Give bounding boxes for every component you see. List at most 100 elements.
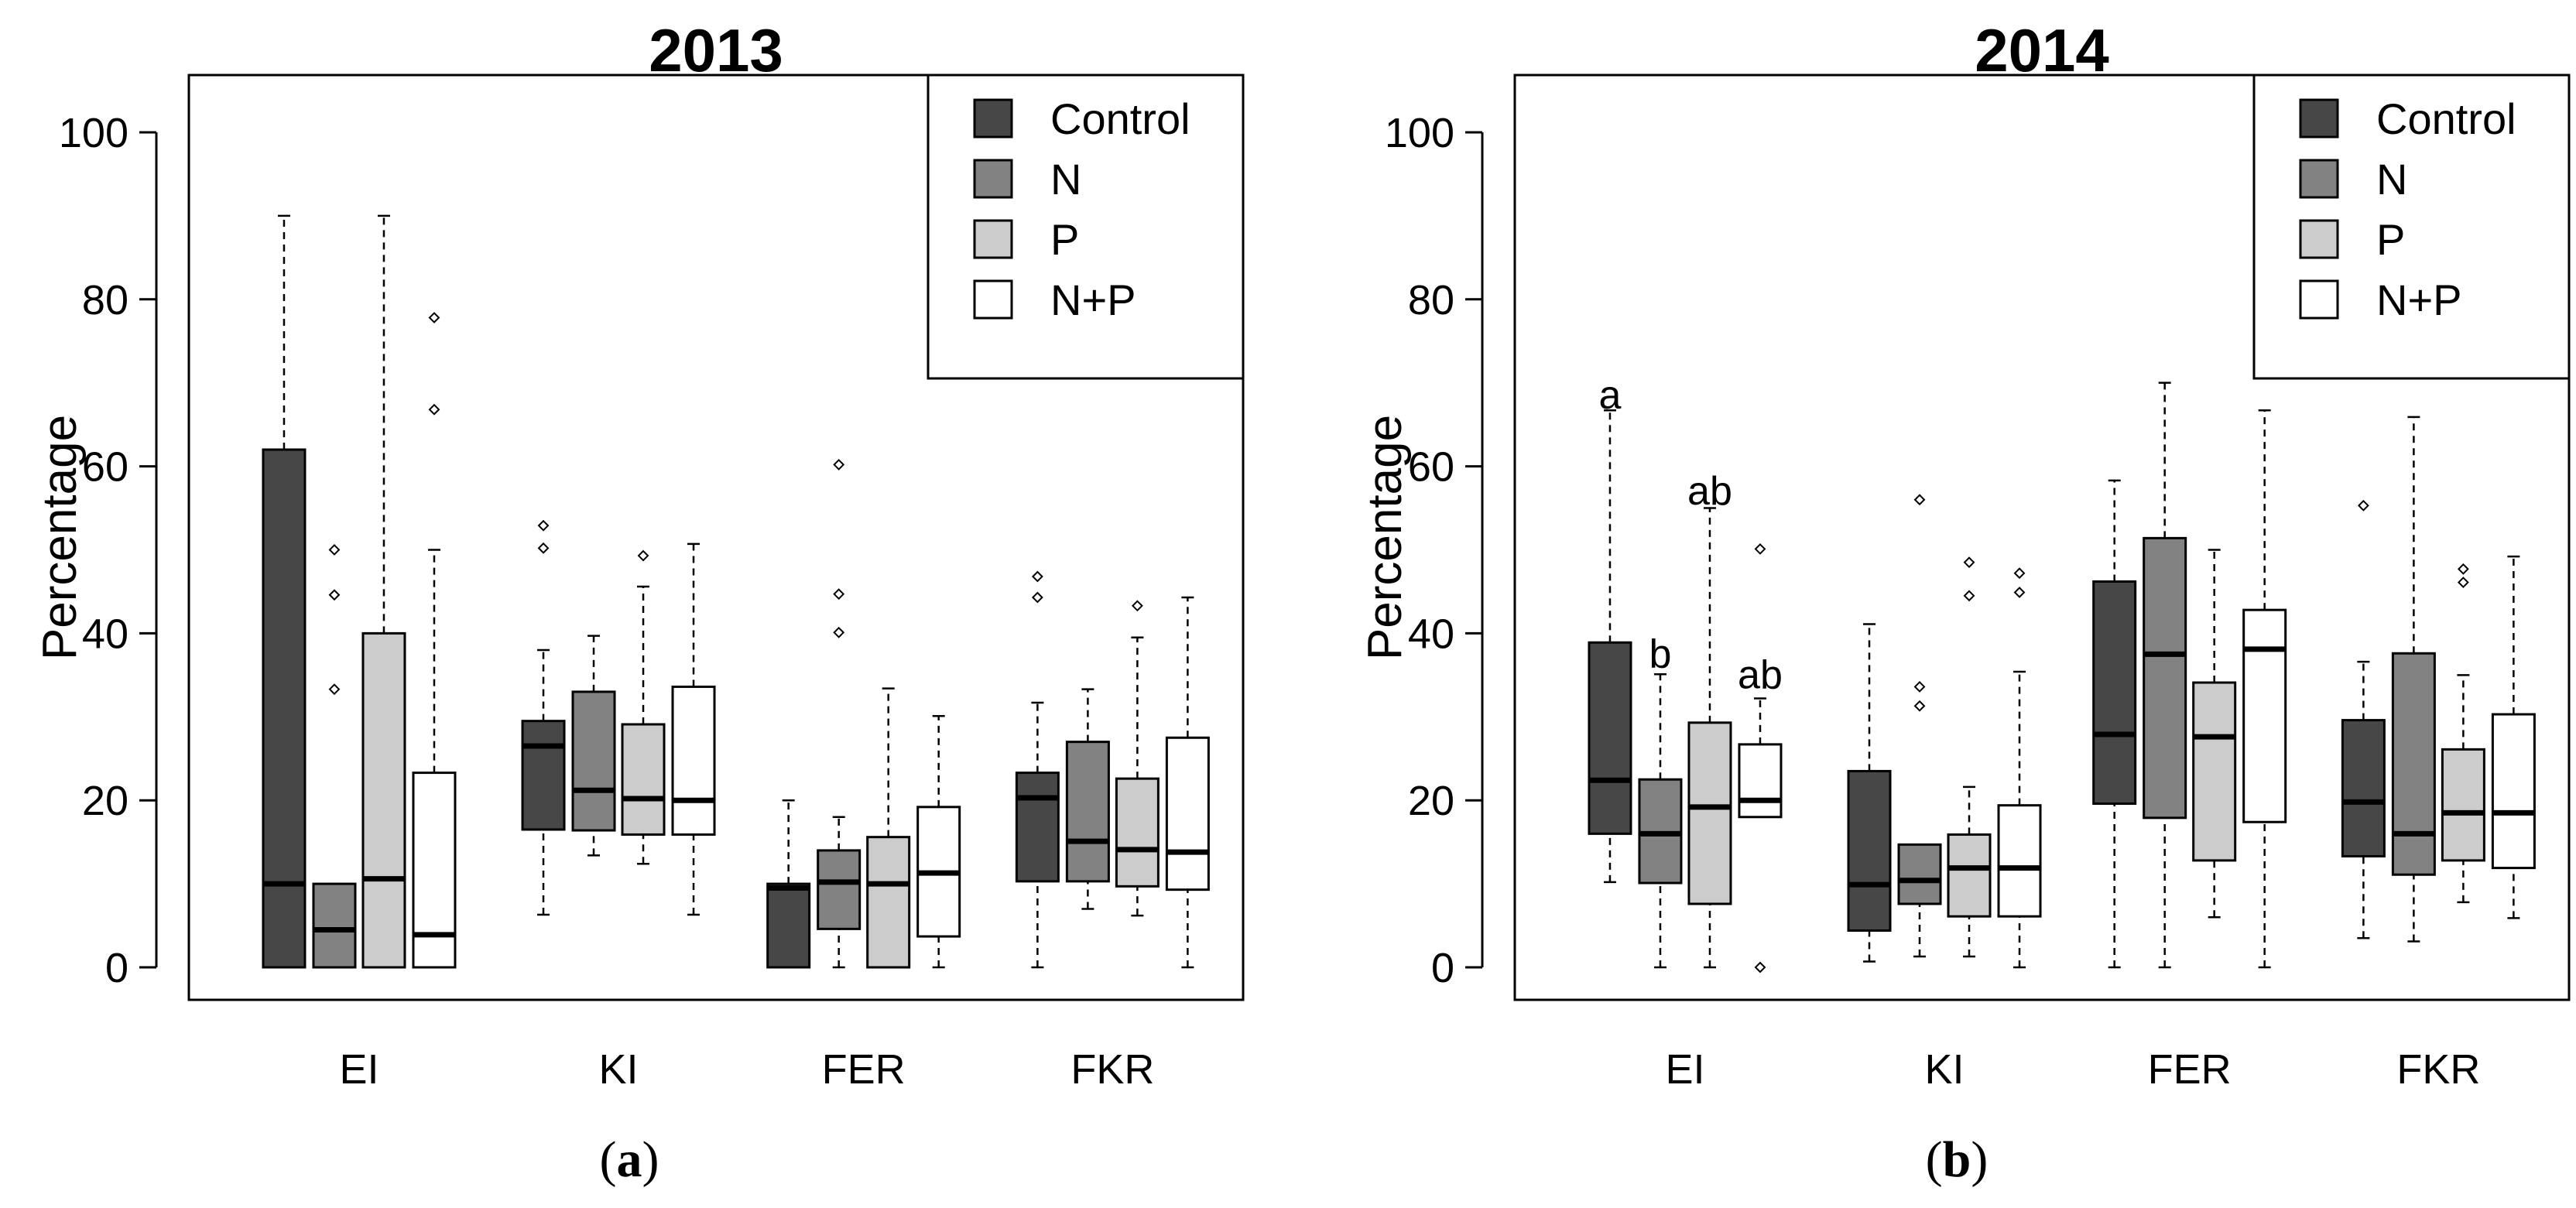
box-FER-N+P — [2242, 409, 2287, 969]
box-body — [2391, 652, 2436, 876]
outlier-point — [537, 519, 550, 532]
x-category-label: FER — [2148, 1046, 2232, 1093]
outlier-point — [2357, 499, 2369, 512]
outlier-point — [428, 312, 440, 323]
box-KI-N — [571, 635, 616, 857]
x-category-label: EI — [1665, 1046, 1704, 1093]
box-body — [1897, 843, 1942, 905]
x-category-label: KI — [1924, 1046, 1964, 1093]
box-body — [262, 448, 307, 969]
outlier-point — [1131, 600, 1143, 612]
box-EI-N — [1638, 673, 1683, 969]
x-category-label: KI — [598, 1046, 638, 1093]
legend-entry-label: P — [2376, 215, 2405, 264]
y-tick-label: 40 — [82, 611, 128, 657]
box-body — [766, 882, 811, 969]
box-body — [1115, 777, 1160, 888]
chart-title: 2014 — [1975, 16, 2109, 84]
legend-entry-label: Control — [1050, 94, 1190, 143]
legend-entry-label: N+P — [1050, 275, 1136, 324]
y-tick-label: 20 — [1408, 778, 1454, 824]
legend-swatch — [973, 219, 1013, 259]
outlier-point — [833, 626, 845, 638]
box-body — [2242, 608, 2287, 823]
box-body — [2441, 748, 2485, 862]
legend-swatch — [973, 159, 1013, 199]
box-FKR-N — [2391, 416, 2436, 943]
outlier-point — [428, 403, 440, 416]
box-body — [521, 720, 566, 831]
outlier-point — [833, 458, 845, 471]
legend-entry-label: Control — [2376, 94, 2516, 143]
significance-letter: ab — [1687, 469, 1732, 514]
box-KI-P — [1947, 556, 1992, 958]
significance-letter: b — [1649, 631, 1672, 676]
significance-letter: ab — [1738, 652, 1783, 697]
box-FER-P — [866, 687, 911, 969]
outlier-point — [1963, 556, 1975, 569]
box-body — [2143, 536, 2187, 820]
box-FER-Control — [766, 799, 811, 969]
box-FER-Control — [2092, 479, 2137, 969]
box-FER-N — [2143, 382, 2187, 969]
outlier-point — [1754, 542, 1766, 555]
box-body — [2491, 713, 2536, 870]
legend-swatch — [2299, 279, 2339, 320]
y-axis-label: Percentage — [33, 415, 87, 660]
y-tick-label: 100 — [59, 110, 128, 156]
y-tick-label: 40 — [1408, 611, 1454, 657]
outlier-point — [2457, 563, 2469, 575]
box-EI-Control — [262, 214, 307, 969]
box-body — [1015, 772, 1060, 883]
chart-title: 2013 — [649, 16, 783, 84]
legend-entry-label: N — [1050, 155, 1081, 204]
legend-swatch — [2299, 98, 2339, 139]
box-body — [361, 631, 406, 969]
outlier-point — [328, 589, 341, 601]
outlier-point — [1031, 591, 1043, 604]
outlier-point — [1963, 590, 1975, 602]
box-FKR-Control — [2341, 499, 2386, 939]
outlier-point — [1031, 570, 1043, 583]
box-body — [1165, 736, 1210, 891]
box-EI-Control — [1588, 409, 1632, 884]
legend-entry-label: P — [1050, 215, 1079, 264]
box-FKR-P — [2441, 563, 2485, 904]
box-KI-N — [1897, 494, 1942, 958]
box-body — [817, 849, 862, 930]
legend-entry-label: N+P — [2376, 275, 2462, 324]
box-KI-P — [621, 549, 666, 865]
y-tick-label: 80 — [1408, 277, 1454, 323]
box-body — [1687, 721, 1732, 905]
y-axis-label: Percentage — [1358, 415, 1412, 660]
y-tick-label: 60 — [1408, 444, 1454, 491]
legend: Control NP N+P — [927, 74, 1245, 380]
x-category-label: FKR — [1070, 1046, 1154, 1093]
outlier-point — [1913, 700, 1926, 712]
box-EI-P — [1687, 507, 1732, 969]
box-FKR-P — [1115, 600, 1160, 917]
outlier-point — [637, 549, 649, 562]
box-EI-P — [361, 214, 406, 969]
box-body — [621, 723, 666, 836]
outlier-point — [2457, 577, 2469, 588]
box-FER-N+P — [916, 714, 961, 969]
outlier-point — [2013, 567, 2026, 580]
outlier-point — [2013, 587, 2026, 598]
legend-swatch — [2299, 159, 2339, 199]
box-body — [571, 690, 616, 832]
box-FKR-Control — [1015, 570, 1060, 969]
box-body — [1065, 741, 1110, 883]
outlier-point — [1913, 681, 1926, 693]
box-FER-N — [817, 458, 862, 969]
y-tick-label: 0 — [105, 945, 128, 991]
box-body — [1947, 833, 1992, 918]
box-body — [671, 685, 716, 836]
box-body — [2341, 719, 2386, 857]
outlier-point — [328, 683, 341, 696]
box-EI-N — [312, 544, 357, 969]
box-body — [866, 836, 911, 969]
box-KI-Control — [521, 519, 566, 916]
y-tick-label: 20 — [82, 778, 128, 824]
